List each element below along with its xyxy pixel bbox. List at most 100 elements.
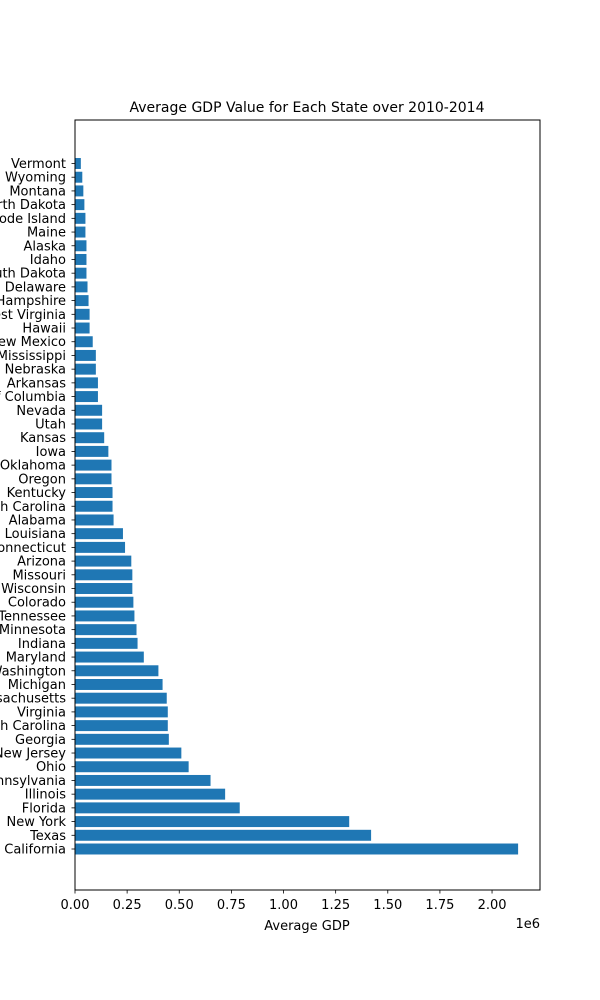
bar	[75, 596, 134, 608]
y-tick-label: Rhode Island	[0, 212, 66, 227]
y-tick-label: Connecticut	[0, 541, 66, 556]
bar	[75, 843, 519, 855]
bar	[75, 171, 83, 183]
y-tick-label: Kentucky	[7, 486, 67, 501]
bar	[75, 185, 84, 197]
bar	[75, 199, 85, 211]
y-tick-label: Illinois	[25, 788, 66, 803]
bar	[75, 569, 133, 581]
y-tick-label: Mississippi	[0, 349, 66, 364]
bar	[75, 487, 113, 499]
y-tick-label: Missouri	[12, 568, 66, 583]
bar	[75, 788, 226, 800]
y-tick-label: California	[4, 843, 66, 858]
bar	[75, 829, 372, 841]
x-tick-label: 1.00	[269, 898, 298, 913]
y-tick-label: Nebraska	[5, 363, 66, 378]
bar	[75, 816, 350, 828]
y-tick-label: Oregon	[18, 472, 66, 487]
bar	[75, 212, 86, 224]
bar	[75, 281, 88, 293]
bar	[75, 240, 87, 252]
bar	[75, 391, 98, 403]
y-tick-label: Hawaii	[22, 322, 66, 337]
y-tick-label: Utah	[35, 417, 66, 432]
y-tick-label: West Virginia	[0, 308, 66, 323]
y-tick-label: New Hampshire	[0, 294, 66, 309]
y-tick-label: Delaware	[5, 280, 66, 295]
bar	[75, 624, 137, 636]
y-tick-label: Colorado	[8, 596, 66, 611]
bar	[75, 253, 87, 265]
y-tick-label: District of Columbia	[0, 390, 66, 405]
y-tick-label: Maine	[27, 226, 66, 241]
x-offset-label: 1e6	[515, 917, 540, 932]
y-tick-label: Michigan	[8, 678, 66, 693]
bar	[75, 706, 168, 718]
y-tick-label: Indiana	[18, 637, 66, 652]
bars-group	[75, 158, 519, 855]
x-tick-label: 0.50	[165, 898, 194, 913]
bar	[75, 267, 87, 279]
y-tick-label: Arkansas	[7, 376, 66, 391]
y-tick-label: Massachusetts	[0, 692, 66, 707]
y-tick-label: New Jersey	[0, 747, 66, 762]
bar	[75, 692, 167, 704]
y-tick-label: New Mexico	[0, 335, 66, 350]
y-tick-label: Pennsylvania	[0, 774, 66, 789]
y-tick-label: Texas	[29, 829, 66, 844]
y-tick-label: Wyoming	[5, 171, 66, 186]
y-tick-label: South Dakota	[0, 267, 66, 282]
x-tick-label: 1.25	[321, 898, 350, 913]
y-tick-label: Alaska	[23, 239, 66, 254]
bar	[75, 802, 240, 814]
bar	[75, 295, 89, 307]
y-tick-label: Maryland	[6, 651, 66, 666]
bar	[75, 733, 169, 745]
y-tick-label: Georgia	[15, 733, 66, 748]
y-tick-label: North Dakota	[0, 198, 66, 213]
y-tick-label: Oklahoma	[0, 459, 66, 474]
x-tick-label: 1.75	[425, 898, 454, 913]
y-tick-label: Louisiana	[5, 527, 66, 542]
y-tick-label: Iowa	[36, 445, 66, 460]
y-tick-label: Kansas	[20, 431, 66, 446]
bar	[75, 473, 112, 485]
bar	[75, 774, 211, 786]
y-tick-label: Wisconsin	[1, 582, 66, 597]
bar	[75, 158, 81, 169]
bar	[75, 678, 163, 690]
bar	[75, 665, 159, 677]
bar	[75, 308, 90, 320]
bar	[75, 761, 189, 773]
y-tick-label: New York	[6, 815, 66, 830]
bar	[75, 226, 86, 238]
bar	[75, 610, 135, 622]
y-tick-label: North Carolina	[0, 719, 66, 734]
chart-title: Average GDP Value for Each State over 20…	[130, 100, 485, 116]
bar	[75, 637, 138, 649]
bar	[75, 363, 96, 375]
x-tick-label: 0.75	[217, 898, 246, 913]
x-tick-label: 1.50	[373, 898, 402, 913]
x-tick-label: 0.25	[113, 898, 142, 913]
y-tick-label: Vermont	[11, 157, 66, 172]
bar	[75, 747, 182, 759]
x-axis-label: Average GDP	[264, 919, 350, 934]
y-tick-label: Montana	[9, 184, 66, 199]
y-tick-label: South Carolina	[0, 500, 66, 515]
bar	[75, 500, 113, 512]
x-ticks: 0.00 0.25 0.50 0.75 1.00 1.25 1.50 1.75 2.00	[61, 890, 507, 913]
y-tick-label: Tennessee	[0, 609, 66, 624]
bar	[75, 336, 93, 348]
y-tick-label: Virginia	[17, 705, 66, 720]
bar	[75, 445, 109, 457]
bar	[75, 651, 144, 663]
y-tick-label: Idaho	[30, 253, 66, 268]
y-tick-label: Washington	[0, 664, 66, 679]
bar	[75, 377, 98, 389]
y-tick-label: Ohio	[36, 760, 66, 775]
bar	[75, 583, 133, 594]
